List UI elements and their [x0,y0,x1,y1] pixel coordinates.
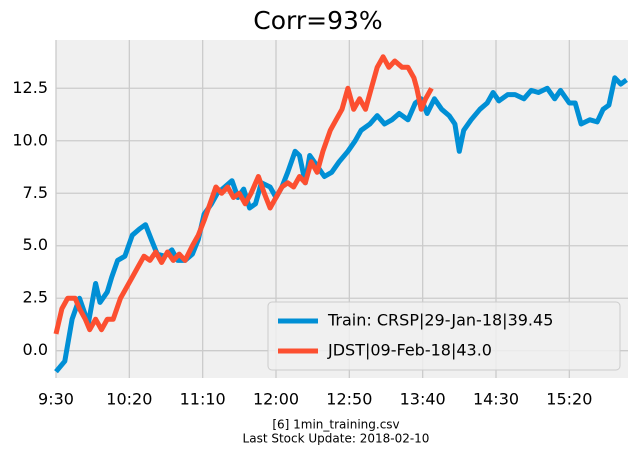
grid: 0.0 2.5 5.0 7.5 10.0 12.5 9:30 10:20 11:10 12:00 1… [12,40,628,409]
footer-line: Last Stock Update: 2018-02-10 [243,432,430,446]
lines [53,54,628,374]
legend: Train: CRSP|29-Jan-18|39.45 JDST|09-Feb-1… [267,301,621,371]
x-tick-label: 10:20 [106,390,152,409]
y-tick-label: 0.0 [23,340,48,359]
legend-label: JDST|09-Feb-18|43.0 [327,341,492,360]
x-tick-label: 12:00 [253,390,299,409]
x-tick-label: 12:50 [326,390,372,409]
y-tick-label: 2.5 [23,288,48,307]
y-tick-label: 10.0 [12,130,48,149]
x-tick-label: 11:10 [180,390,226,409]
legend-label: Train: CRSP|29-Jan-18|39.45 [327,311,553,330]
footer-line: [6] 1min_training.csv [272,418,399,432]
y-tick-label: 7.5 [23,183,48,202]
y-tick-label: 12.5 [12,78,48,97]
series-line [53,54,434,335]
x-tick-label: 14:30 [473,390,519,409]
x-tick-label: 15:20 [546,390,592,409]
legend-box [267,301,621,371]
series-line [54,75,628,374]
x-tick-label: 9:30 [38,390,74,409]
y-tick-label: 5.0 [23,235,48,254]
chart-title: Corr=93% [253,6,382,35]
x-tick-label: 13:40 [400,390,446,409]
